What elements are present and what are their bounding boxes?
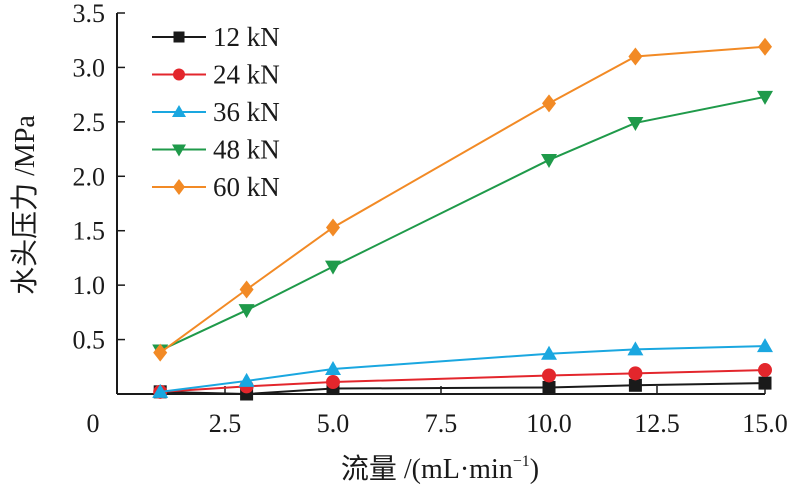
series-line	[160, 382, 766, 396]
data-point	[628, 47, 643, 66]
data-point	[627, 341, 644, 356]
data-point	[542, 368, 556, 383]
x-axis-title: 流量 /(mL·min−1)	[341, 453, 539, 485]
legend-label: 60 kN	[213, 172, 280, 202]
data-point	[152, 383, 169, 398]
series-line	[159, 45, 766, 354]
series-60kn	[153, 37, 772, 362]
x-tick-label: 15.0	[742, 409, 788, 438]
data-point	[627, 116, 644, 131]
data-point	[628, 366, 643, 381]
legend-marker	[172, 144, 186, 157]
data-point	[238, 372, 255, 387]
data-point	[326, 375, 340, 390]
x-tick-label: 12.5	[634, 409, 680, 438]
axes: 2.5 5.0 7.5 10.0 12.5 15.0 0.5 1.0 1.5 2.0 2.5 3.0 3…	[73, 0, 788, 438]
legend-item: 12 kN	[152, 22, 280, 52]
y-tick-label: 1.0	[73, 271, 106, 300]
data-point	[325, 360, 341, 375]
data-point	[325, 260, 341, 275]
series-line	[159, 95, 766, 352]
legend-marker	[173, 31, 185, 43]
legend-item: 48 kN	[152, 135, 280, 165]
data-point	[542, 380, 556, 394]
data-point	[239, 280, 254, 299]
legend-label: 24 kN	[213, 60, 280, 90]
data-point	[541, 153, 557, 168]
y-axis-title: 水头压力 /MPa	[9, 115, 41, 295]
series-group	[152, 37, 773, 401]
legend-item: 60 kN	[152, 172, 280, 202]
data-point	[153, 343, 168, 362]
y-tick-label: 2.5	[73, 108, 106, 137]
y-tick-label: 3.0	[73, 53, 106, 82]
x-tick-label: 5.0	[317, 409, 350, 438]
data-point	[541, 345, 557, 360]
data-point	[757, 338, 773, 353]
legend-marker	[173, 68, 185, 81]
data-point	[628, 378, 642, 392]
data-point	[326, 218, 340, 237]
legend-label: 12 kN	[213, 22, 280, 52]
y-tick-label: 2.0	[73, 162, 106, 191]
data-point	[238, 304, 255, 319]
x-tick-label: 7.5	[425, 409, 458, 438]
series-48kn	[152, 90, 773, 359]
data-point	[758, 376, 772, 390]
series-line	[160, 345, 766, 393]
series-36kn	[152, 338, 773, 398]
legend-label: 36 kN	[213, 97, 280, 127]
legend-marker	[173, 179, 185, 195]
x-tick-label: 10.0	[526, 409, 572, 438]
x-tick-label: 2.5	[209, 409, 242, 438]
y-tick-label: 1.5	[73, 217, 106, 246]
legend-item: 24 kN	[152, 60, 280, 90]
legend-label: 48 kN	[213, 135, 280, 165]
data-point	[758, 37, 772, 56]
y-tick-label: 3.5	[73, 0, 106, 28]
data-point	[758, 363, 772, 378]
legend-marker	[172, 105, 186, 117]
legend-item: 36 kN	[152, 97, 280, 127]
data-point	[542, 94, 556, 113]
series-line	[160, 369, 766, 393]
y-tick-label: 0.5	[73, 326, 106, 355]
data-point	[757, 90, 773, 105]
origin-label: 0	[87, 409, 100, 438]
legend: 12 kN 24 kN 36 kN 48 kN 60 kN	[152, 22, 280, 202]
